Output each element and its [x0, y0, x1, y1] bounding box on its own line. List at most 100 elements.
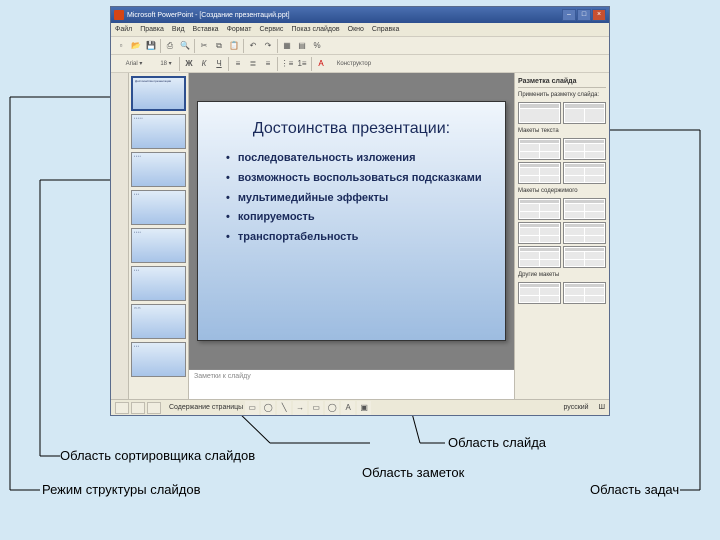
numbering-icon[interactable]: 1≡ [295, 57, 309, 71]
menu-slideshow[interactable]: Показ слайдов [291, 26, 339, 33]
align-center-icon[interactable]: ≣ [246, 57, 260, 71]
layout-option[interactable] [563, 138, 606, 160]
outline-pane[interactable] [111, 73, 129, 399]
menu-insert[interactable]: Вставка [193, 26, 219, 33]
redo-icon[interactable]: ↷ [261, 39, 275, 53]
thumb-6[interactable]: • • • [131, 266, 186, 301]
preview-icon[interactable]: 🔍 [178, 39, 192, 53]
thumb-3[interactable]: • • • • [131, 152, 186, 187]
layout-grid-2 [518, 138, 606, 184]
design-button[interactable]: Конструктор [329, 57, 379, 71]
slide-bullets[interactable]: последовательность изложения возможность… [220, 152, 483, 245]
font-select[interactable]: Arial ▾ [114, 57, 154, 71]
normal-view-button[interactable] [115, 402, 129, 414]
layout-grid-1 [518, 102, 606, 124]
sorter-view-button[interactable] [131, 402, 145, 414]
zoom-icon[interactable]: % [310, 39, 324, 53]
statusbar: Содержание страницы ▭ ◯ ╲ → ▭ ◯ A ▣ русс… [111, 399, 609, 415]
current-slide: Достоинства презентации: последовательно… [197, 101, 506, 341]
oval-icon[interactable]: ◯ [325, 401, 339, 415]
save-icon[interactable]: 💾 [144, 39, 158, 53]
menu-format[interactable]: Формат [227, 26, 252, 33]
chart-icon[interactable]: ▦ [280, 39, 294, 53]
window-title: Microsoft PowerPoint - [Создание презент… [127, 12, 290, 19]
slide-sorter-pane[interactable]: Достоинства презентации • • • • • • • • … [129, 73, 189, 399]
slide-title[interactable]: Достоинства презентации: [220, 120, 483, 138]
layout-option[interactable] [518, 246, 561, 268]
layout-option[interactable] [563, 102, 606, 124]
draw-icon[interactable]: ▭ [245, 401, 259, 415]
menu-window[interactable]: Окно [348, 26, 364, 33]
align-left-icon[interactable]: ≡ [231, 57, 245, 71]
taskpane-content-label: Макеты содержимого [518, 187, 606, 195]
cut-icon[interactable]: ✂ [197, 39, 211, 53]
layout-option[interactable] [518, 102, 561, 124]
menu-help[interactable]: Справка [372, 26, 399, 33]
taskpane-other-label: Другие макеты [518, 271, 606, 279]
layout-option[interactable] [563, 198, 606, 220]
slideshow-view-button[interactable] [147, 402, 161, 414]
callout-outline: Режим структуры слайдов [42, 482, 201, 497]
maximize-button[interactable]: □ [577, 9, 591, 21]
line-icon[interactable]: ╲ [277, 401, 291, 415]
fill-icon[interactable]: ▣ [357, 401, 371, 415]
menu-edit[interactable]: Правка [140, 26, 164, 33]
copy-icon[interactable]: ⧉ [212, 39, 226, 53]
toolbar-formatting: Arial ▾ 18 ▾ Ж К Ч ≡ ≣ ≡ ⋮≡ 1≡ A Констру… [111, 55, 609, 73]
status-label: Содержание страницы [169, 404, 243, 411]
italic-icon[interactable]: К [197, 57, 211, 71]
workspace: Достоинства презентации • • • • • • • • … [111, 73, 609, 399]
layout-grid-4 [518, 282, 606, 304]
undo-icon[interactable]: ↶ [246, 39, 260, 53]
underline-icon[interactable]: Ч [212, 57, 226, 71]
align-right-icon[interactable]: ≡ [261, 57, 275, 71]
bullets-icon[interactable]: ⋮≡ [280, 57, 294, 71]
layout-option[interactable] [563, 222, 606, 244]
bullet-5: транспортабельность [226, 231, 483, 245]
minimize-button[interactable]: – [562, 9, 576, 21]
layout-option[interactable] [518, 198, 561, 220]
menu-file[interactable]: Файл [115, 26, 132, 33]
open-icon[interactable]: 📂 [129, 39, 143, 53]
thumb-8[interactable]: • • • [131, 342, 186, 377]
toolbar-standard: ▫ 📂 💾 ⎙ 🔍 ✂ ⧉ 📋 ↶ ↷ ▦ ▤ % [111, 37, 609, 55]
arrow-icon[interactable]: → [293, 401, 307, 415]
thumb-1[interactable]: Достоинства презентации [131, 76, 186, 111]
thumb-4[interactable]: • • • [131, 190, 186, 225]
size-select[interactable]: 18 ▾ [155, 57, 177, 71]
bullet-1: последовательность изложения [226, 152, 483, 166]
print-icon[interactable]: ⎙ [163, 39, 177, 53]
notes-placeholder: Заметки к слайду [194, 373, 251, 380]
slide-area[interactable]: Достоинства презентации: последовательно… [189, 73, 514, 369]
close-button[interactable]: × [592, 9, 606, 21]
menu-view[interactable]: Вид [172, 26, 185, 33]
textbox-icon[interactable]: A [341, 401, 355, 415]
table-icon[interactable]: ▤ [295, 39, 309, 53]
paste-icon[interactable]: 📋 [227, 39, 241, 53]
app-icon [114, 10, 124, 20]
taskpane-apply-label: Применить разметку слайда: [518, 91, 606, 99]
callout-slide: Область слайда [448, 435, 546, 450]
menu-tools[interactable]: Сервис [259, 26, 283, 33]
callout-notes: Область заметок [362, 465, 464, 480]
task-pane[interactable]: Разметка слайда Применить разметку слайд… [514, 73, 609, 399]
thumb-5[interactable]: • • • • [131, 228, 186, 263]
font-color-icon[interactable]: A [314, 57, 328, 71]
autoshapes-icon[interactable]: ◯ [261, 401, 275, 415]
layout-option[interactable] [563, 282, 606, 304]
layout-option[interactable] [563, 162, 606, 184]
layout-option[interactable] [518, 222, 561, 244]
thumb-7[interactable]: ▭ ▭ [131, 304, 186, 339]
layout-option[interactable] [563, 246, 606, 268]
menubar: Файл Правка Вид Вставка Формат Сервис По… [111, 23, 609, 37]
status-lang: русский [563, 404, 588, 411]
bullet-3: мультимедийные эффекты [226, 192, 483, 206]
layout-option[interactable] [518, 282, 561, 304]
new-icon[interactable]: ▫ [114, 39, 128, 53]
layout-option[interactable] [518, 138, 561, 160]
rect-icon[interactable]: ▭ [309, 401, 323, 415]
notes-pane[interactable]: Заметки к слайду [189, 369, 514, 399]
thumb-2[interactable]: • • • • • [131, 114, 186, 149]
bold-icon[interactable]: Ж [182, 57, 196, 71]
layout-option[interactable] [518, 162, 561, 184]
